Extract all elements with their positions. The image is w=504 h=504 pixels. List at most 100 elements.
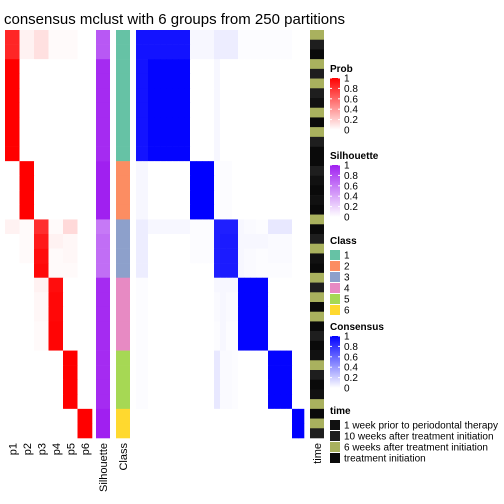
consensus-cell [172, 132, 179, 147]
legend-item-label: 2 [344, 262, 350, 273]
legend-item-label: 4 [344, 284, 350, 295]
consensus-cell [136, 175, 143, 191]
consensus-cell [136, 321, 143, 337]
legend-title: Consensus [330, 322, 384, 333]
legend-tick-label: 0.4 [344, 192, 358, 203]
consensus-cell [274, 146, 281, 162]
consensus-cell [292, 88, 299, 104]
prob-cell [34, 219, 49, 235]
legend-item-label: 3 [344, 273, 350, 284]
consensus-cell [298, 73, 305, 89]
consensus-cell [220, 175, 227, 191]
prob-cell [5, 394, 20, 410]
consensus-cell [196, 73, 203, 89]
consensus-cell [196, 175, 203, 191]
consensus-cell [208, 350, 215, 366]
consensus-cell [244, 175, 251, 191]
consensus-cell [148, 394, 155, 410]
consensus-cell [202, 306, 209, 322]
consensus-cell [208, 263, 215, 279]
consensus-cell [136, 161, 143, 177]
prob-cell [48, 379, 64, 395]
consensus-cell [148, 117, 155, 133]
silhouette-cell [96, 132, 110, 147]
consensus-cell [142, 350, 149, 366]
prob-cell [5, 102, 20, 118]
prob-cell [19, 234, 35, 249]
consensus-cell [268, 423, 275, 439]
consensus-cell [274, 30, 281, 45]
consensus-cell [214, 234, 221, 249]
consensus-cell [178, 365, 185, 381]
consensus-cell [184, 175, 191, 191]
time-cell [310, 389, 324, 400]
consensus-cell [172, 44, 179, 60]
legend-swatch [330, 283, 340, 293]
consensus-cell [232, 132, 239, 147]
consensus-cell [280, 204, 287, 220]
prob-cell [63, 306, 78, 322]
consensus-cell [184, 306, 191, 322]
consensus-cell [256, 219, 263, 235]
consensus-cell [202, 204, 209, 220]
legend-swatch [330, 261, 340, 271]
consensus-cell [286, 219, 293, 235]
consensus-cell [190, 204, 197, 220]
consensus-cell [268, 234, 275, 249]
prob-cell [34, 292, 49, 308]
class-cell [116, 146, 130, 162]
consensus-cell [298, 336, 305, 351]
prob-cell [5, 365, 20, 381]
consensus-cell [166, 350, 173, 366]
consensus-cell [244, 132, 251, 147]
consensus-cell [298, 292, 305, 308]
consensus-cell [214, 306, 221, 322]
consensus-cell [232, 161, 239, 177]
prob-cell [48, 190, 64, 206]
consensus-cell [232, 175, 239, 191]
consensus-cell [232, 306, 239, 322]
consensus-cell [274, 161, 281, 177]
consensus-cell [238, 117, 245, 133]
consensus-cell [268, 88, 275, 104]
consensus-cell [298, 117, 305, 133]
consensus-cell [280, 379, 287, 395]
consensus-cell [172, 350, 179, 366]
prob-cell [5, 161, 20, 177]
consensus-cell [202, 190, 209, 206]
prob-cell [63, 394, 78, 410]
consensus-cell [280, 190, 287, 206]
consensus-cell [202, 350, 209, 366]
consensus-cell [256, 350, 263, 366]
consensus-cell [250, 408, 257, 424]
column-label: Class [118, 443, 130, 471]
prob-cell [63, 263, 78, 279]
consensus-cell [160, 365, 167, 381]
legend-title: time [330, 406, 351, 417]
consensus-cell [154, 175, 161, 191]
prob-cell [48, 350, 64, 366]
prob-cell [19, 263, 35, 279]
consensus-cell [280, 292, 287, 308]
legend-swatch [330, 305, 340, 315]
consensus-cell [250, 73, 257, 89]
consensus-cell [256, 423, 263, 439]
consensus-cell [256, 306, 263, 322]
consensus-cell [238, 102, 245, 118]
consensus-cell [220, 277, 227, 293]
time-cell [310, 263, 324, 274]
consensus-cell [208, 190, 215, 206]
legend-gradient-bar [330, 78, 340, 130]
consensus-cell [196, 30, 203, 45]
consensus-cell [136, 234, 143, 249]
consensus-cell [262, 408, 269, 424]
consensus-cell [226, 30, 233, 45]
consensus-cell [292, 102, 299, 118]
prob-cell [19, 219, 35, 235]
consensus-cell [244, 30, 251, 45]
consensus-cell [178, 88, 185, 104]
consensus-cell [286, 175, 293, 191]
consensus-cell [238, 59, 245, 75]
consensus-cell [160, 73, 167, 89]
prob-cell [77, 423, 93, 439]
